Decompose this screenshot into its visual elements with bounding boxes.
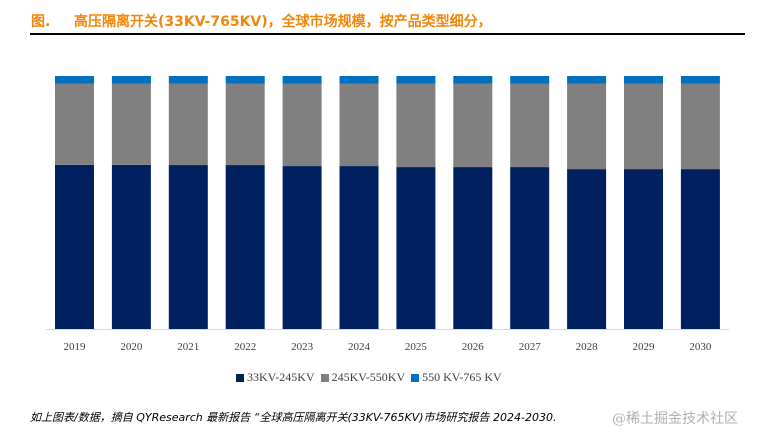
x-tick-label-2025: 2025 <box>405 341 428 353</box>
bar-segment-2026-series-0 <box>453 167 493 329</box>
bar-segment-2025-series-0 <box>396 167 436 329</box>
figure-label: 图. <box>31 14 51 30</box>
legend-label: 550 KV-765 KV <box>422 370 502 384</box>
bars-group <box>55 76 720 329</box>
x-tick-label-2029: 2029 <box>633 341 656 353</box>
bar-segment-2020-series-0 <box>111 164 151 329</box>
bar-segment-2023-series-0 <box>282 166 322 329</box>
x-tick-labels: 2019 2020 2021 2022 2023 2024 2025 2026 2027 2028… <box>64 341 712 353</box>
bar-segment-2021-series-0 <box>168 165 208 329</box>
legend-item-33-245kv: 33KV-245KV <box>236 370 315 385</box>
bar-segment-2021-series-2 <box>168 76 208 84</box>
bar-segment-2028-series-0 <box>567 169 607 329</box>
bar-segment-2030-series-0 <box>680 169 720 329</box>
x-tick-label-2021: 2021 <box>177 341 199 353</box>
bar-segment-2021-series-1 <box>168 83 208 166</box>
bar-segment-2025-series-1 <box>396 83 436 168</box>
bar-segment-2023-series-1 <box>282 83 322 167</box>
bar-segment-2027-series-2 <box>510 76 550 84</box>
bar-segment-2027-series-1 <box>510 83 550 168</box>
legend-item-245-550kv: 245KV-550KV <box>320 370 406 385</box>
legend-swatch <box>411 373 420 382</box>
bar-segment-2023-series-2 <box>282 76 322 84</box>
bar-segment-2027-series-0 <box>510 167 550 329</box>
bar-segment-2020-series-1 <box>111 83 151 165</box>
x-tick-label-2026: 2026 <box>462 341 485 353</box>
watermark: @稀土掘金技术社区 <box>612 411 738 427</box>
bar-segment-2022-series-2 <box>225 76 265 84</box>
bar-segment-2024-series-1 <box>339 83 379 167</box>
bar-segment-2019-series-2 <box>55 76 94 84</box>
bar-segment-2025-series-2 <box>396 76 436 84</box>
x-tick-label-2030: 2030 <box>689 341 712 353</box>
bar-segment-2030-series-2 <box>680 76 720 84</box>
bar-segment-2019-series-1 <box>55 83 94 165</box>
legend-label: 245KV-550KV <box>331 370 406 384</box>
bar-segment-2019-series-0 <box>55 164 94 329</box>
legend-swatch <box>236 373 244 382</box>
x-tick-label-2019: 2019 <box>64 341 87 353</box>
bar-segment-2020-series-2 <box>111 76 151 84</box>
figure-title: 高压隔离开关(33KV-765KV)，全球市场规模，按产品类型细分， <box>74 14 492 30</box>
x-tick-label-2027: 2027 <box>519 341 542 353</box>
bar-segment-2029-series-2 <box>624 76 663 84</box>
x-tick-label-2028: 2028 <box>576 341 599 353</box>
x-tick-label-2024: 2024 <box>348 341 371 353</box>
bar-segment-2024-series-0 <box>339 166 379 329</box>
bar-segment-2022-series-0 <box>225 165 265 329</box>
bar-segment-2028-series-1 <box>567 83 607 170</box>
legend-label: 33KV-245KV <box>247 370 315 384</box>
bar-segment-2029-series-0 <box>624 169 663 329</box>
legend: 33KV-245KV 245KV-550KV 550 KV-765 KV <box>236 370 502 385</box>
bar-segment-2028-series-2 <box>567 76 607 84</box>
bar-segment-2022-series-1 <box>225 83 265 166</box>
x-tick-label-2023: 2023 <box>291 341 314 353</box>
legend-swatch <box>320 373 329 382</box>
figure-header: 图. 高压隔离开关(33KV-765KV)，全球市场规模，按产品类型细分， <box>30 8 745 35</box>
source-note: 如上图表/数据，摘自 QYResearch 最新报告 “全球高压隔离开关(33K… <box>30 411 557 424</box>
x-tick-label-2022: 2022 <box>234 341 256 353</box>
x-tick-label-2020: 2020 <box>120 341 143 353</box>
bar-segment-2026-series-1 <box>453 83 493 168</box>
bar-segment-2030-series-1 <box>680 83 720 170</box>
legend-item-550-765kv: 550 KV-765 KV <box>411 370 502 385</box>
bar-segment-2024-series-2 <box>339 76 379 84</box>
bar-segment-2029-series-1 <box>624 83 663 170</box>
bar-segment-2026-series-2 <box>453 76 493 84</box>
